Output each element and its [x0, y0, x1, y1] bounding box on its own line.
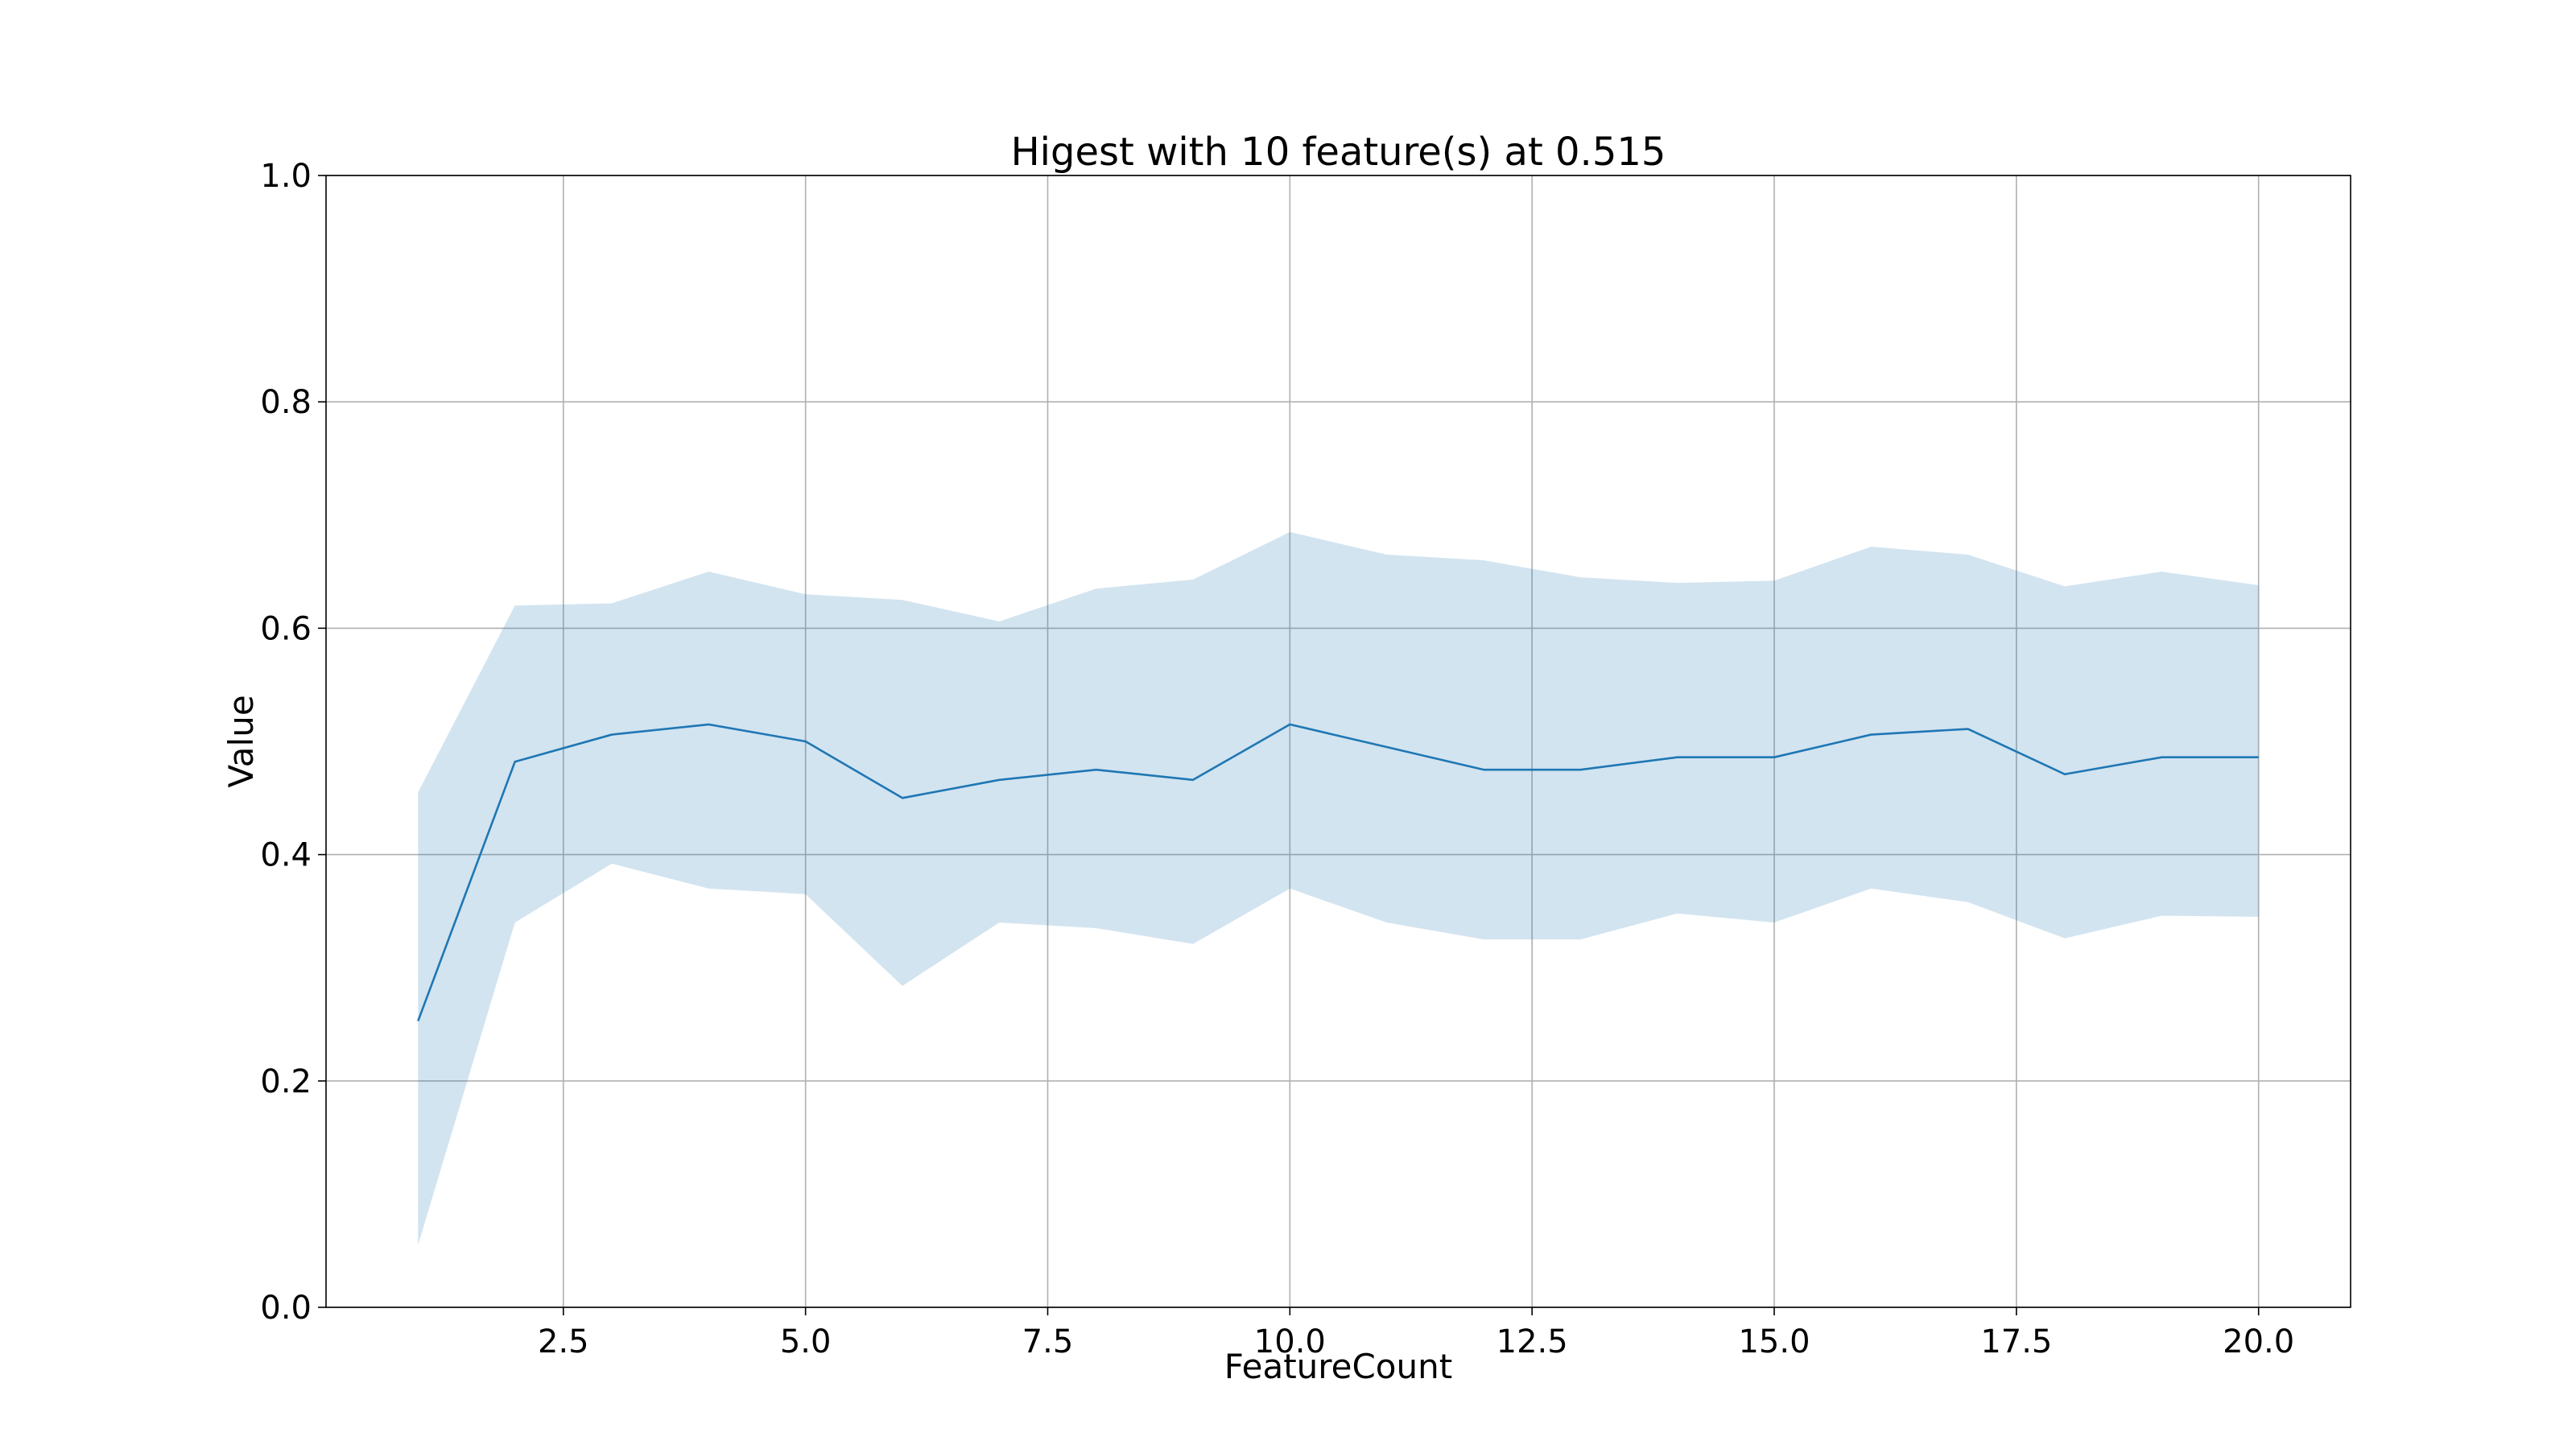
ticks: 2.5 5.0 7.5 10.0 12.5 15.0 17.5 20.0 0.0 0.2 0.4 0.… [260, 158, 2294, 1360]
x-tick-label: 20.0 [2223, 1323, 2294, 1360]
x-tick-label: 17.5 [1980, 1323, 2052, 1360]
y-tick-label: 0.2 [260, 1063, 312, 1100]
x-tick-label: 10.0 [1254, 1323, 1326, 1360]
plot-frame [325, 175, 2351, 1308]
y-axis-label: Value [221, 695, 261, 787]
mean-line [417, 723, 2259, 1022]
y-tick-label: 0.0 [260, 1290, 312, 1327]
confidence-band [418, 531, 2259, 1245]
y-tick-label: 0.4 [260, 837, 312, 874]
y-tick-label: 0.6 [260, 610, 312, 647]
y-tick-label: 1.0 [260, 158, 312, 195]
chart-title: Higest with 10 feature(s) at 0.515 [1011, 130, 1666, 175]
x-tick-label: 7.5 [1022, 1323, 1074, 1360]
y-tick-label: 0.8 [260, 384, 312, 421]
x-tick-label: 2.5 [538, 1323, 589, 1360]
x-tick-label: 5.0 [780, 1323, 832, 1360]
x-axis-label: FeatureCount [1224, 1347, 1452, 1386]
x-tick-label: 15.0 [1738, 1323, 1810, 1360]
x-tick-label: 12.5 [1496, 1323, 1568, 1360]
